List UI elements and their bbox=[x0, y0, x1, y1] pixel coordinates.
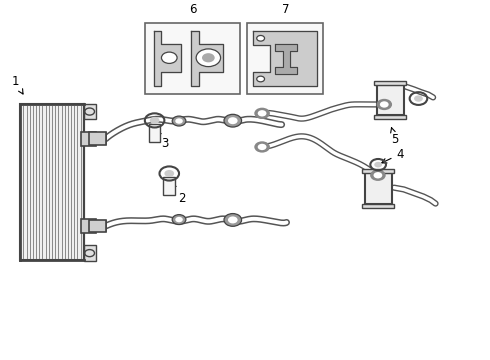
Circle shape bbox=[164, 170, 174, 177]
Bar bbox=[374, 115, 406, 120]
Circle shape bbox=[373, 172, 382, 179]
Circle shape bbox=[196, 49, 220, 67]
Polygon shape bbox=[275, 44, 297, 74]
Bar bbox=[149, 124, 160, 141]
Polygon shape bbox=[253, 31, 317, 86]
Bar bbox=[96, 134, 106, 144]
Text: 6: 6 bbox=[189, 3, 196, 16]
Bar bbox=[377, 85, 404, 115]
Bar bbox=[365, 174, 392, 203]
Bar bbox=[362, 169, 394, 174]
Circle shape bbox=[374, 162, 382, 167]
Circle shape bbox=[150, 117, 159, 124]
Text: 2: 2 bbox=[172, 184, 185, 205]
Bar bbox=[247, 23, 323, 94]
Bar bbox=[81, 219, 96, 233]
Text: 7: 7 bbox=[282, 3, 289, 16]
Circle shape bbox=[254, 141, 270, 153]
Bar bbox=[163, 177, 175, 195]
Circle shape bbox=[224, 114, 242, 127]
Bar bbox=[84, 246, 96, 261]
Circle shape bbox=[257, 36, 265, 41]
Bar bbox=[89, 220, 106, 232]
Circle shape bbox=[380, 101, 389, 108]
Bar bbox=[145, 23, 240, 94]
Polygon shape bbox=[154, 31, 180, 86]
Circle shape bbox=[228, 117, 238, 124]
Circle shape bbox=[161, 52, 177, 63]
Circle shape bbox=[414, 95, 423, 102]
Bar bbox=[81, 132, 96, 146]
Circle shape bbox=[258, 144, 267, 150]
Circle shape bbox=[257, 76, 265, 82]
Polygon shape bbox=[191, 31, 223, 86]
Circle shape bbox=[370, 170, 386, 181]
Circle shape bbox=[258, 110, 267, 117]
Bar bbox=[96, 221, 106, 231]
Circle shape bbox=[228, 216, 238, 224]
Bar bbox=[89, 132, 106, 145]
Circle shape bbox=[202, 53, 215, 62]
Circle shape bbox=[224, 213, 242, 226]
Circle shape bbox=[172, 215, 186, 225]
Circle shape bbox=[172, 116, 186, 126]
Bar bbox=[84, 104, 96, 120]
Text: 1: 1 bbox=[12, 75, 23, 94]
Bar bbox=[374, 81, 406, 85]
Circle shape bbox=[175, 118, 183, 124]
Bar bbox=[20, 104, 84, 260]
Text: 3: 3 bbox=[157, 131, 168, 150]
Text: 4: 4 bbox=[382, 148, 404, 163]
Bar bbox=[362, 203, 394, 208]
Circle shape bbox=[376, 99, 392, 110]
Text: 5: 5 bbox=[391, 127, 399, 147]
Circle shape bbox=[175, 217, 183, 222]
Circle shape bbox=[254, 108, 270, 119]
